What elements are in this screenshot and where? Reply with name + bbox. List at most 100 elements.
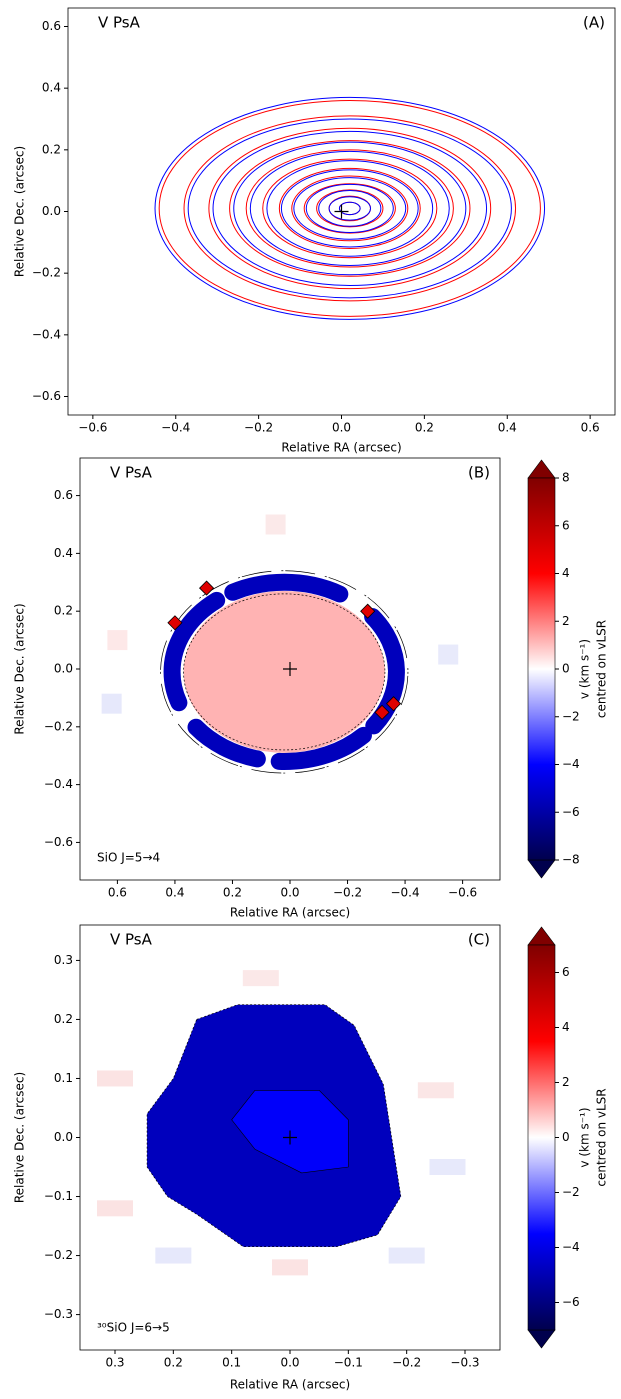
velocity-knot <box>374 704 390 720</box>
y-tick-label: 0.0 <box>54 1130 73 1144</box>
contour <box>280 169 419 248</box>
y-tick-label: −0.2 <box>44 1248 73 1262</box>
x-tick-label: 0.6 <box>108 886 127 900</box>
artifact <box>97 1200 133 1217</box>
colorbar-tick-label: 0 <box>562 1130 570 1144</box>
y-axis-label: Relative Dec. (arcsec) <box>13 146 27 277</box>
x-tick-label: 0.2 <box>415 421 434 435</box>
x-tick-label: −0.2 <box>244 421 273 435</box>
contour <box>208 127 492 290</box>
contour <box>293 177 407 240</box>
x-axis-label: Relative RA (arcsec) <box>230 1378 350 1392</box>
colorbar-label: centred on vLSR <box>595 620 609 718</box>
y-tick-label: 0.2 <box>42 142 61 156</box>
x-tick-label: −0.2 <box>392 1356 421 1370</box>
colorbar-tick-label: −6 <box>562 805 580 819</box>
y-tick-label: 0.0 <box>42 204 61 218</box>
colorbar-tick-label: 4 <box>562 566 570 580</box>
x-tick-label: 0.6 <box>581 421 600 435</box>
panel-label: (A) <box>583 14 605 32</box>
y-tick-label: −0.1 <box>44 1189 73 1203</box>
x-tick-label: −0.6 <box>78 421 107 435</box>
y-tick-label: 0.4 <box>54 546 73 560</box>
plot-area <box>101 514 459 774</box>
x-tick-label: −0.1 <box>334 1356 363 1370</box>
artifact <box>429 1159 466 1176</box>
x-tick-label: 0.4 <box>165 886 184 900</box>
colorbar <box>527 944 556 1331</box>
y-tick-label: −0.4 <box>44 777 73 791</box>
contour <box>233 141 467 276</box>
colorbar-extend <box>527 459 556 479</box>
contour <box>328 196 372 221</box>
colorbar-extend <box>527 1329 556 1349</box>
contour <box>303 183 396 234</box>
colorbar-extend <box>527 926 556 946</box>
colorbar-tick-label: 2 <box>562 1075 570 1089</box>
artifact <box>155 1247 192 1264</box>
contour <box>338 201 361 216</box>
colorbar-tick-label: −2 <box>562 1185 580 1199</box>
artifact <box>388 1247 425 1264</box>
artifact <box>242 970 279 987</box>
x-tick-label: 0.0 <box>280 886 299 900</box>
velocity-knot <box>167 615 183 631</box>
x-tick-label: −0.4 <box>390 886 419 900</box>
colorbar-label: v (km s⁻¹) <box>578 1107 592 1167</box>
x-tick-label: 0.2 <box>164 1356 183 1370</box>
colorbar-tick-label: −2 <box>562 709 580 723</box>
plot-area <box>154 96 546 320</box>
star-marker <box>334 204 349 219</box>
colorbar-tick-label: 2 <box>562 614 570 628</box>
velocity-knot <box>385 696 402 712</box>
plot-area <box>97 970 466 1276</box>
contour <box>266 160 434 257</box>
line-label: ³⁰SiO J=6→5 <box>97 1321 170 1335</box>
chart-title: V PsA <box>98 14 141 32</box>
colorbar-tick-label: 0 <box>562 662 570 676</box>
contour <box>158 100 541 317</box>
contour <box>212 130 488 287</box>
y-tick-label: 0.3 <box>54 953 73 967</box>
contour <box>291 175 409 242</box>
colorbar <box>527 477 556 861</box>
artifact <box>101 693 122 714</box>
y-tick-label: −0.6 <box>44 835 73 849</box>
x-tick-label: 0.2 <box>223 886 242 900</box>
velocity-region <box>183 590 385 753</box>
x-axis-label: Relative RA (arcsec) <box>281 441 401 455</box>
contour <box>278 167 421 250</box>
contour <box>245 149 454 268</box>
x-tick-label: 0.4 <box>498 421 517 435</box>
colorbar-label: centred on vLSR <box>595 1088 609 1186</box>
contour <box>183 115 517 302</box>
star-marker <box>283 1130 297 1145</box>
star-marker <box>283 662 297 676</box>
x-tick-label: −0.6 <box>448 886 477 900</box>
colorbar-tick-label: −6 <box>562 1295 580 1309</box>
y-tick-label: −0.2 <box>44 719 73 733</box>
artifact <box>438 644 459 665</box>
line-label: SiO J=5→4 <box>97 851 160 865</box>
y-tick-label: 0.2 <box>54 604 73 618</box>
x-tick-label: 0.1 <box>222 1356 241 1370</box>
artifact <box>265 514 286 535</box>
colorbar-tick-label: −4 <box>562 757 580 771</box>
y-tick-label: 0.0 <box>54 662 73 676</box>
colorbar-tick-label: −8 <box>562 853 580 867</box>
chart-title: V PsA <box>110 464 153 482</box>
colorbar-tick-label: 6 <box>562 965 570 979</box>
colorbar-extend <box>527 859 556 879</box>
panel-label: (B) <box>468 464 490 482</box>
y-tick-label: −0.2 <box>32 266 61 280</box>
contour-outline <box>183 593 386 751</box>
contour <box>305 183 394 233</box>
x-tick-label: −0.3 <box>450 1356 479 1370</box>
colorbar-label: v (km s⁻¹) <box>578 639 592 699</box>
x-tick-label: −0.4 <box>161 421 190 435</box>
chart-title: V PsA <box>110 931 153 949</box>
x-tick-label: 0.3 <box>105 1356 124 1370</box>
artifact <box>107 630 128 651</box>
